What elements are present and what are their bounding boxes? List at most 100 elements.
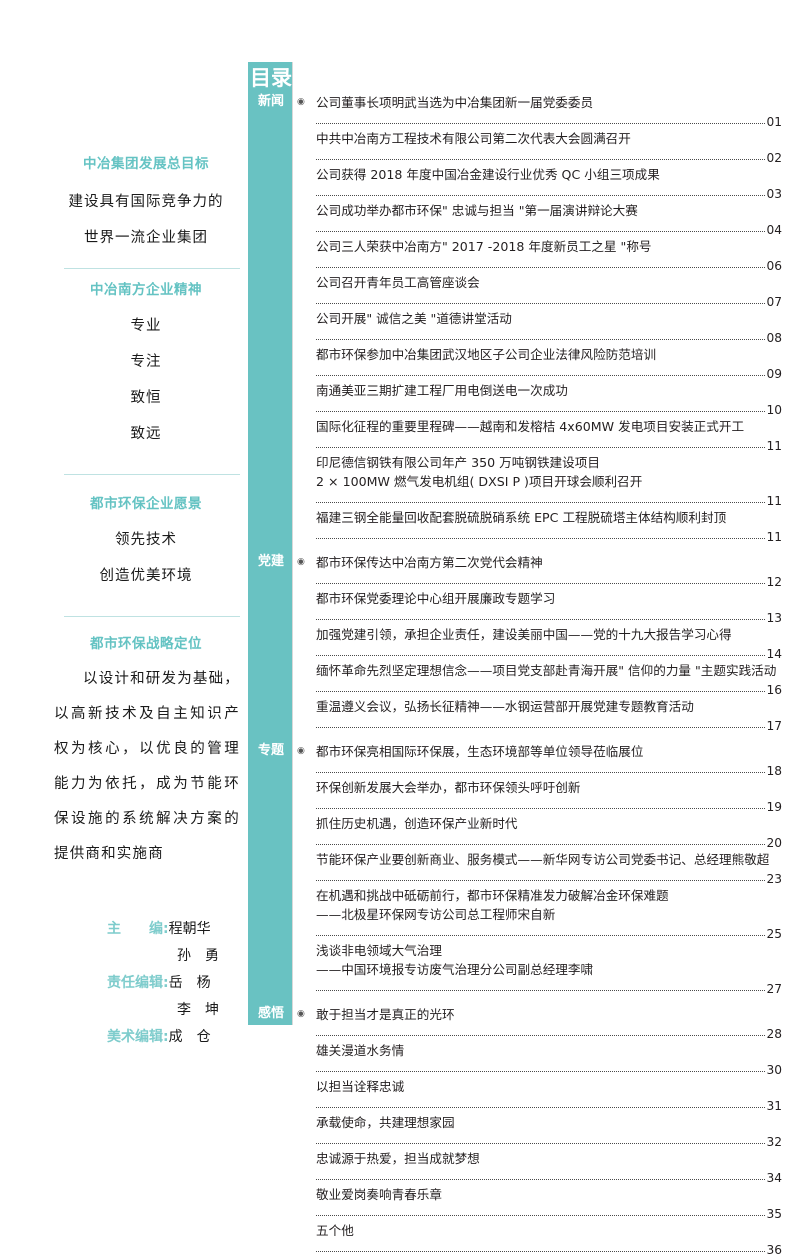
staff-row: 李 坤	[52, 997, 242, 1024]
toc-entry-title: 加强党建引领，承担企业责任，建设美丽中国——党的十九大报告学习心得	[316, 627, 732, 642]
toc-entry[interactable]: 都市环保亮相国际环保展，生态环境部等单位领导莅临展位 18	[296, 742, 782, 778]
toc-entry[interactable]: 南通美亚三期扩建工程厂用电倒送电一次成功 10	[296, 381, 782, 417]
toc-entry[interactable]: 公司开展" 诚信之美 "道德讲堂活动 08	[296, 309, 782, 345]
section-gap	[296, 733, 782, 742]
toc-entry-title: 印尼德信钢铁有限公司年产 350 万吨钢铁建设项目	[316, 455, 600, 470]
sidebar-line: 世界一流企业集团	[84, 229, 208, 246]
sidebar-heading: 都市环保企业愿景	[90, 495, 202, 512]
toc-leader-row: 11	[316, 491, 782, 508]
leader-dots	[316, 727, 766, 728]
toc-page-number: 28	[766, 1027, 782, 1041]
section-gap	[296, 544, 782, 553]
toc-entry[interactable]: 重温遵义会议，弘扬长征精神——水钢运营部开展党建专题教育活动 17	[296, 697, 782, 733]
toc-leader-row: 30	[316, 1060, 782, 1077]
toc-entry[interactable]: 敢于担当才是真正的光环 28	[296, 1005, 782, 1041]
toc-page-number: 03	[766, 187, 782, 201]
toc-entry[interactable]: 都市环保参加中冶集团武汉地区子公司企业法律风险防范培训 09	[296, 345, 782, 381]
toc-page-number: 23	[766, 872, 782, 886]
toc-entry-title: 敬业爱岗奏响青春乐章	[316, 1187, 442, 1202]
leader-dots	[316, 339, 766, 340]
toc-entry[interactable]: 公司成功举办都市环保" 忠诚与担当 "第一届演讲辩论大赛 04	[296, 201, 782, 237]
toc-leader-row: 36	[316, 1240, 782, 1257]
toc-leader-row: 01	[316, 112, 782, 129]
toc-entry[interactable]: 节能环保产业要创新商业、服务模式——新华网专访公司党委书记、总经理熊敬超 23	[296, 850, 782, 886]
toc-entry[interactable]: 忠诚源于热爱，担当成就梦想 34	[296, 1149, 782, 1185]
toc-entry[interactable]: 以担当诠释忠诚 31	[296, 1077, 782, 1113]
leader-dots	[316, 691, 766, 692]
toc-entry-title: 公司三人荣获中冶南方" 2017 -2018 年度新员工之星 "称号	[316, 239, 652, 254]
toc-entry[interactable]: 公司董事长项明武当选为中冶集团新一届党委委员 01	[296, 93, 782, 129]
toc-entry[interactable]: 公司召开青年员工高管座谈会 07	[296, 273, 782, 309]
toc-entry[interactable]: 缅怀革命先烈坚定理想信念——项目党支部赴青海开展" 信仰的力量 "主题实践活动 1…	[296, 661, 782, 697]
leader-dots	[316, 772, 766, 773]
sidebar-heading: 中冶南方企业精神	[90, 281, 202, 298]
toc-page-number: 17	[766, 719, 782, 733]
leader-dots	[316, 935, 766, 936]
toc-teal-bar	[248, 62, 292, 1025]
toc-page-number: 30	[766, 1063, 782, 1077]
toc-leader-row: 13	[316, 608, 782, 625]
toc-entry-title: 都市环保传达中冶南方第二次党代会精神	[296, 553, 782, 572]
leader-dots	[316, 1035, 766, 1036]
toc-page-number: 09	[766, 367, 782, 381]
sidebar-divider	[64, 615, 240, 617]
page-title: 目录	[250, 66, 292, 90]
toc-entry-subtitle: 2 × 100MW 燃气发电机组( DXSI P )项目开球会顺利召开	[316, 474, 643, 489]
toc-entry[interactable]: 加强党建引领，承担企业责任，建设美丽中国——党的十九大报告学习心得 14	[296, 625, 782, 661]
toc-leader-row: 03	[316, 184, 782, 201]
leader-dots	[316, 159, 766, 160]
toc-entry[interactable]: 公司获得 2018 年度中国冶金建设行业优秀 QC 小组三项成果 03	[296, 165, 782, 201]
toc-entry[interactable]: 国际化征程的重要里程碑——越南和发榕桔 4x60MW 发电项目安装正式开工 11	[296, 417, 782, 453]
toc-entry[interactable]: 敬业爱岗奏响青春乐章 35	[296, 1185, 782, 1221]
toc-entry[interactable]: 五个他 36	[296, 1221, 782, 1257]
sidebar-line: 致远	[130, 425, 162, 442]
toc-page-number: 10	[766, 403, 782, 417]
toc-entry[interactable]: 在机遇和挑战中砥砺前行，都市环保精准发力破解冶金环保难题 ——北极星环保网专访公司…	[296, 886, 782, 941]
toc-page-number: 01	[766, 115, 782, 129]
leader-dots	[316, 880, 766, 881]
toc-page-number: 14	[766, 647, 782, 661]
toc-entry-title: 敢于担当才是真正的光环	[296, 1005, 782, 1024]
staff-role: 责任编辑:	[107, 974, 169, 991]
toc-entry[interactable]: 都市环保党委理论中心组开展廉政专题学习 13	[296, 589, 782, 625]
toc-leader-row: 34	[316, 1168, 782, 1185]
toc-page-number: 12	[766, 575, 782, 589]
leader-dots	[316, 502, 766, 503]
toc-leader-row: 02	[316, 148, 782, 165]
toc-page-number: 02	[766, 151, 782, 165]
leader-dots	[316, 583, 766, 584]
toc-entry-title: 公司成功举办都市环保" 忠诚与担当 "第一届演讲辩论大赛	[316, 203, 638, 218]
toc-leader-row: 18	[316, 761, 782, 778]
toc-entry-title: 节能环保产业要创新商业、服务模式——新华网专访公司党委书记、总经理熊敬超	[316, 852, 770, 867]
toc-leader-row: 04	[316, 220, 782, 237]
toc-entry[interactable]: 公司三人荣获中冶南方" 2017 -2018 年度新员工之星 "称号 06	[296, 237, 782, 273]
toc-entry-title: 公司获得 2018 年度中国冶金建设行业优秀 QC 小组三项成果	[316, 167, 660, 182]
toc-page-number: 25	[766, 927, 782, 941]
toc-leader-row: 12	[316, 572, 782, 589]
toc-entry[interactable]: 浅谈非电领域大气治理 ——中国环境报专访废气治理分公司副总经理李啸 27	[296, 941, 782, 996]
toc-entry-subtitle: ——北极星环保网专访公司总工程师宋自新	[316, 907, 556, 922]
staff-row: 孙 勇	[52, 943, 242, 970]
toc-entry[interactable]: 雄关漫道水务情 30	[296, 1041, 782, 1077]
toc-leader-row: 14	[316, 644, 782, 661]
staff-role	[107, 997, 177, 1024]
toc-entry[interactable]: 中共中冶南方工程技术有限公司第二次代表大会圆满召开 02	[296, 129, 782, 165]
toc-entry-title: 南通美亚三期扩建工程厂用电倒送电一次成功	[316, 383, 568, 398]
toc-leader-row: 32	[316, 1132, 782, 1149]
toc-leader-row: 09	[316, 364, 782, 381]
toc-entry[interactable]: 环保创新发展大会举办，都市环保领头呼吁创新 19	[296, 778, 782, 814]
leader-dots	[316, 303, 766, 304]
leader-dots	[316, 655, 766, 656]
toc-leader-row: 25	[316, 924, 782, 941]
staff-role	[107, 943, 177, 970]
toc-entry[interactable]: 承载使命，共建理想家园 32	[296, 1113, 782, 1149]
toc-entry[interactable]: 都市环保传达中冶南方第二次党代会精神 12	[296, 553, 782, 589]
section-tag-2: 专题	[257, 743, 284, 758]
toc-entry[interactable]: 抓住历史机遇，创造环保产业新时代 20	[296, 814, 782, 850]
sidebar-line: 专注	[130, 353, 162, 370]
section-tag-1: 党建	[257, 554, 284, 569]
sidebar-heading: 都市环保战略定位	[90, 635, 202, 652]
toc-entry[interactable]: 福建三钢全能量回收配套脱硫脱硝系统 EPC 工程脱硫塔主体结构顺利封顶 11	[296, 508, 782, 544]
sidebar-line: 致恒	[130, 389, 162, 406]
toc-entry[interactable]: 印尼德信钢铁有限公司年产 350 万吨钢铁建设项目 2 × 100MW 燃气发电机…	[296, 453, 782, 508]
